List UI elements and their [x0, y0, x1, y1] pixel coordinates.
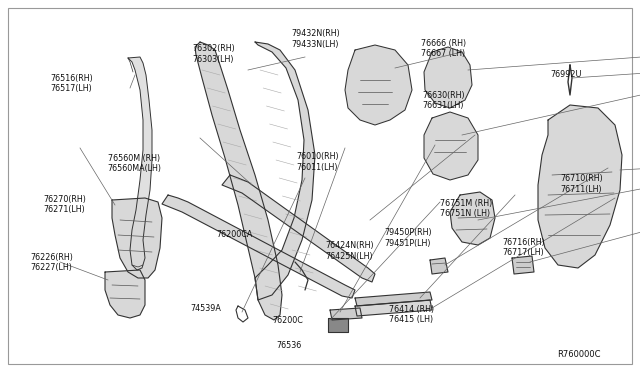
Text: 76200CA: 76200CA: [216, 230, 253, 239]
Polygon shape: [112, 198, 162, 278]
Text: 76516(RH)
76517(LH): 76516(RH) 76517(LH): [50, 74, 93, 93]
Polygon shape: [355, 300, 432, 316]
Text: 76200C: 76200C: [272, 316, 303, 325]
Text: 76716(RH)
76717(LH): 76716(RH) 76717(LH): [502, 238, 545, 257]
Text: 76010(RH)
76011(LH): 76010(RH) 76011(LH): [296, 152, 339, 171]
Text: 76560M (RH)
76560MA(LH): 76560M (RH) 76560MA(LH): [108, 154, 161, 173]
Polygon shape: [450, 192, 495, 245]
Polygon shape: [330, 308, 362, 320]
Polygon shape: [424, 47, 472, 108]
Polygon shape: [128, 57, 152, 270]
Polygon shape: [512, 256, 534, 274]
Polygon shape: [222, 175, 375, 282]
Polygon shape: [424, 112, 478, 180]
Polygon shape: [355, 292, 432, 306]
Polygon shape: [430, 258, 448, 274]
Polygon shape: [345, 45, 412, 125]
Text: 76666 (RH)
76667 (LH): 76666 (RH) 76667 (LH): [421, 39, 467, 58]
Polygon shape: [255, 42, 315, 300]
Text: 76710(RH)
76711(LH): 76710(RH) 76711(LH): [560, 174, 603, 194]
Polygon shape: [538, 105, 622, 268]
Text: 76630(RH)
76631(LH): 76630(RH) 76631(LH): [422, 91, 465, 110]
Text: 76414 (RH)
76415 (LH): 76414 (RH) 76415 (LH): [389, 305, 435, 324]
Text: R760000C: R760000C: [557, 350, 600, 359]
Text: 76302(RH)
76303(LH): 76302(RH) 76303(LH): [192, 44, 235, 64]
Text: 76536: 76536: [276, 341, 301, 350]
Polygon shape: [162, 195, 355, 298]
Text: 74539A: 74539A: [191, 304, 221, 313]
Text: 79432N(RH)
79433N(LH): 79432N(RH) 79433N(LH): [291, 29, 340, 49]
Text: 76226(RH)
76227(LH): 76226(RH) 76227(LH): [31, 253, 74, 272]
Polygon shape: [105, 270, 145, 318]
Text: 76992U: 76992U: [550, 70, 582, 79]
Text: 76270(RH)
76271(LH): 76270(RH) 76271(LH): [44, 195, 86, 214]
Text: 79450P(RH)
79451P(LH): 79450P(RH) 79451P(LH): [384, 228, 431, 248]
Polygon shape: [195, 42, 282, 320]
Text: 76424N(RH)
76425N(LH): 76424N(RH) 76425N(LH): [325, 241, 374, 261]
Polygon shape: [328, 318, 348, 332]
Text: 76751M (RH)
76751N (LH): 76751M (RH) 76751N (LH): [440, 199, 493, 218]
